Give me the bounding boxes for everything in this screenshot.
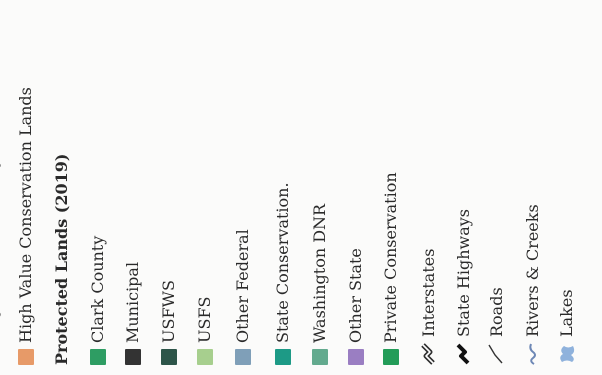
legend-item-washington-dnr: Washington DNR [309,204,331,365]
legend-label: High Value Conservation Lands [16,87,35,343]
road-line-icon [486,343,508,365]
color-swatch-icon [90,349,106,365]
legend-label: Municipal [123,261,142,343]
legend-item-usfs: USFS [194,296,216,365]
legend-label: USFWS [159,280,178,343]
legend-label: Lakes [557,289,576,337]
color-swatch-icon [312,349,328,365]
legend-label: Clark County [88,235,107,343]
legend-heading: Protected Lands (2019) [52,153,71,365]
river-line-icon [522,343,544,365]
color-swatch-icon [275,349,291,365]
color-swatch-icon [348,349,364,365]
legend-item-other-federal: Other Federal [232,229,254,365]
color-swatch-icon [18,349,34,365]
legend-label: State Conservation. [273,182,292,343]
legend-item-usfws: USFWS [158,280,180,365]
legend-label: Other State [346,248,365,343]
color-swatch-icon [161,349,177,365]
color-swatch-icon [235,349,251,365]
legend-item-clark-county: Clark County [87,236,109,365]
interstate-line-icon [418,343,440,365]
color-swatch-icon [125,349,141,365]
legend-item-state-conservation: State Conservation. [272,182,294,365]
legend-item-municipal: Municipal [122,262,144,365]
legend-item-other-state: Other State [345,248,367,365]
legend-label: Roads [487,287,506,337]
legend-item-protected-lands-2019: Protected Lands (2019) [51,154,73,365]
legend-item-private-conservation: Private Conservation [380,172,402,365]
color-swatch-icon [197,349,213,365]
legend-label: USFS [195,296,214,343]
legend-item-high-value-conservation-lands: High Value Conservation Lands [15,87,37,365]
legend-item-state-highways: State Highways [453,209,475,365]
color-swatch-icon [383,349,399,365]
legend-label: Private Conservation [381,172,400,343]
legend-item-project-area-boundary: Project Area Boundary [0,158,3,365]
legend-label: Other Federal [233,229,252,343]
lake-shape-icon [556,343,578,365]
legend-label: Rivers & Creeks [523,204,542,337]
legend-item-rivers-creeks: Rivers & Creeks [522,204,544,365]
legend-item-interstates: Interstates [418,249,440,365]
legend-label: Project Area Boundary [0,158,3,343]
highway-line-icon [453,343,475,365]
legend-label: Interstates [419,248,438,337]
legend-item-roads: Roads [486,287,508,365]
legend-label: State Highways [454,208,473,337]
legend-label: Washington DNR [310,203,329,343]
legend-item-lakes: Lakes [556,289,578,365]
